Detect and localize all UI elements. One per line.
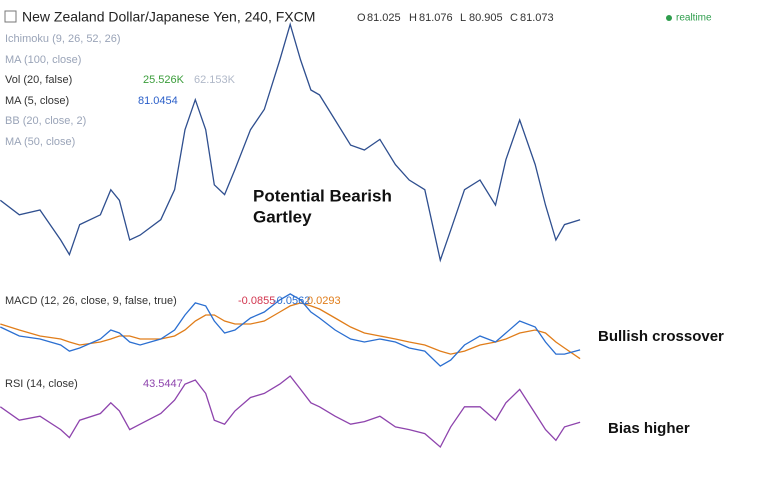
ohlc-label: C xyxy=(510,12,518,24)
indicator-name: MA (100, close) xyxy=(5,54,81,66)
annotation: Gartley xyxy=(253,207,312,226)
chart-title: New Zealand Dollar/Japanese Yen, 240, FX… xyxy=(22,9,315,25)
collapse-icon[interactable] xyxy=(4,10,17,23)
indicator-name: MA (50, close) xyxy=(5,136,75,148)
indicator-value: 62.153K xyxy=(194,74,236,86)
marks-layer xyxy=(0,21,581,449)
signal-line xyxy=(0,302,581,360)
legend-value: -0.0855 xyxy=(238,295,275,307)
macd-line xyxy=(0,293,581,367)
indicator-name: Ichimoku (9, 26, 52, 26) xyxy=(5,33,121,45)
panel-title: RSI (14, close) xyxy=(5,378,78,390)
ohlc-label: H xyxy=(409,12,417,24)
labels-layer: New Zealand Dollar/Japanese Yen, 240, FX… xyxy=(4,9,724,437)
indicator-name: BB (20, close, 2) xyxy=(5,115,86,127)
realtime-label: realtime xyxy=(676,13,712,24)
legend-value: -0.0562 xyxy=(273,295,310,307)
legend-value: 0.0293 xyxy=(307,295,341,307)
ohlc-label: O xyxy=(357,12,366,24)
legend-value: 43.5447 xyxy=(143,378,183,390)
rsi-line xyxy=(0,375,581,449)
realtime-dot xyxy=(666,15,672,21)
ohlc-value: 80.905 xyxy=(469,12,503,24)
ohlc-label: L xyxy=(460,12,466,24)
ohlc-value: 81.073 xyxy=(520,12,554,24)
ohlc-value: 81.025 xyxy=(367,12,401,24)
ohlc-value: 81.076 xyxy=(419,12,453,24)
indicator-value: 25.526K xyxy=(143,74,185,86)
annotation: Bullish crossover xyxy=(598,328,724,345)
annotation: Potential Bearish xyxy=(253,186,392,205)
annotation: Bias higher xyxy=(608,420,690,437)
panel-title: MACD (12, 26, close, 9, false, true) xyxy=(5,295,177,307)
indicator-name: MA (5, close) xyxy=(5,95,69,107)
indicator-name: Vol (20, false) xyxy=(5,74,72,86)
price-line xyxy=(0,21,581,263)
indicator-value: 81.0454 xyxy=(138,95,178,107)
